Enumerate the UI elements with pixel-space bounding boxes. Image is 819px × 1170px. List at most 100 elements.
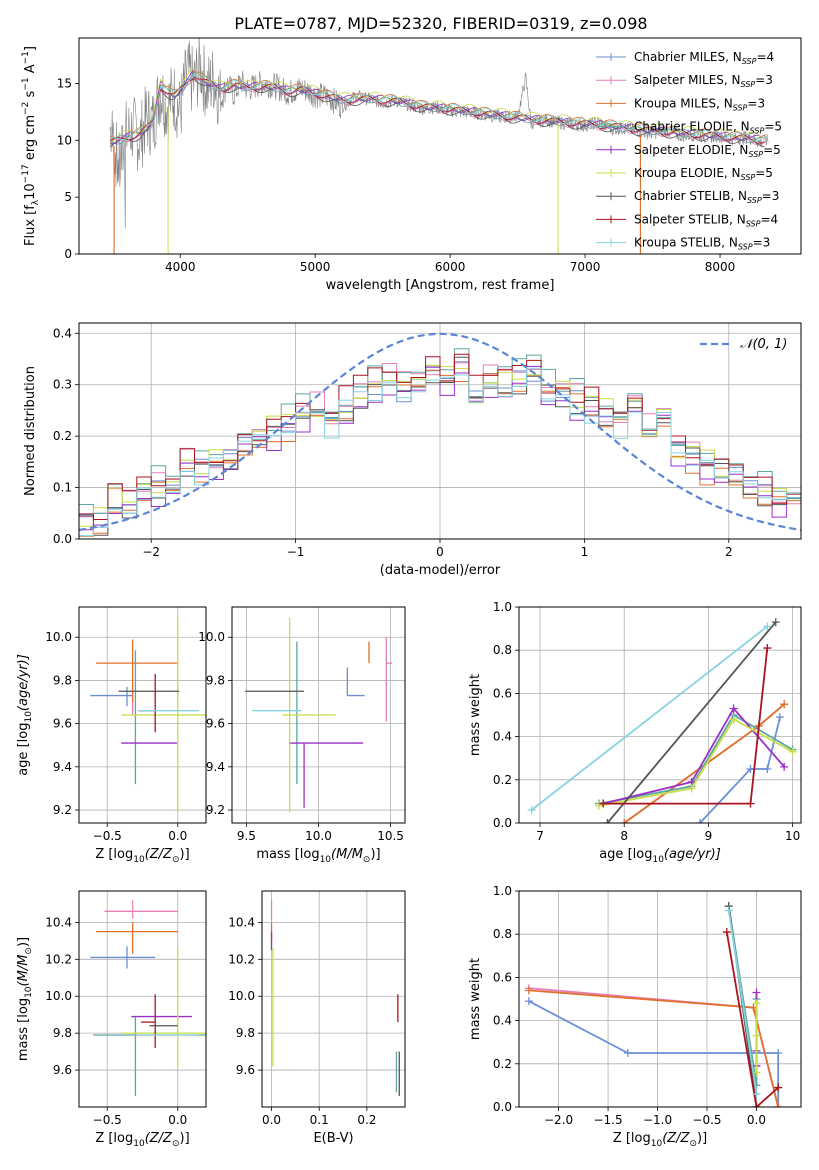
series-line	[724, 906, 761, 1099]
series-line	[594, 715, 797, 810]
errorbar-point	[282, 617, 336, 813]
x-tick-label: −1.0	[643, 1113, 672, 1127]
legend-nssp-value: 5	[774, 120, 782, 134]
plot-marks	[109, 38, 769, 254]
x-axis-label-part: age [log	[599, 847, 652, 862]
series-path	[725, 931, 779, 1107]
legend-series-name: Kroupa ELODIE	[634, 166, 724, 180]
plot-marks	[270, 900, 400, 1096]
legend-series-name: Chabrier STELIB	[634, 189, 730, 203]
x-axis-label-part: 10	[320, 855, 332, 865]
legend-nssp-eq: =	[756, 50, 766, 64]
legend: 𝒩(0, 1)	[700, 337, 787, 352]
y-tick-label: 10.0	[228, 989, 255, 1003]
x-axis-label-part: (M/M	[331, 847, 363, 862]
legend-nssp-sub: SSP	[733, 103, 748, 112]
legend-nssp-prefix: , N	[724, 166, 741, 180]
y-axis-label-part: −1	[21, 77, 31, 90]
legend-series-name: Kroupa STELIB	[634, 236, 721, 250]
y-tick-label: 0	[64, 247, 72, 261]
y-axis-label-part: −17	[21, 164, 31, 183]
x-axis-label-part: ⊙	[689, 1139, 697, 1149]
y-tick-label: 9.6	[236, 1063, 255, 1077]
series-marker	[620, 819, 629, 823]
y-tick-label: 0.6	[493, 686, 512, 700]
y-axis-label-part: )]	[16, 937, 31, 947]
y-tick-label: 9.8	[206, 673, 225, 687]
x-axis-label-part: Z [log	[95, 1131, 133, 1146]
x-tick-label: 0	[436, 545, 444, 559]
axes-frame	[231, 606, 406, 824]
series-marker	[763, 644, 772, 653]
x-tick-label: 0.0	[262, 1113, 281, 1127]
y-tick-label: 0.6	[493, 970, 512, 984]
x-axis-label-part: ⊙	[363, 855, 371, 865]
series-path	[727, 910, 758, 1095]
axes-frame	[518, 606, 802, 824]
y-axis-label: mass weight	[468, 958, 483, 1040]
y-tick-label: 0.4	[493, 730, 512, 744]
y-tick-label: 9.2	[53, 803, 72, 817]
axes-frame	[78, 890, 207, 1108]
legend-nssp-eq: =	[753, 236, 763, 250]
series-path	[531, 625, 768, 811]
y-axis-label-part: mass [log	[16, 998, 31, 1061]
x-tick-label: −2.0	[544, 1113, 573, 1127]
histogram-step-line	[79, 356, 801, 536]
y-tick-label: 0.4	[493, 1014, 512, 1028]
errorbar-point	[289, 742, 364, 808]
legend-nssp-sub: SSP	[750, 127, 765, 136]
y-tick-label: 9.6	[206, 717, 225, 731]
x-axis-label-part: 10	[133, 1139, 145, 1149]
legend-entry: Salpeter STELIB, NSSP=4	[634, 212, 778, 228]
legend-nssp-eq: =	[763, 143, 773, 157]
series-marker	[527, 806, 536, 815]
series-marker	[774, 1049, 783, 1057]
legend-entry: Salpeter MILES, NSSP=3	[634, 73, 773, 89]
series-marker	[752, 999, 761, 1008]
x-axis-label-part: (Z/Z	[145, 1131, 173, 1146]
y-axis-label: Flux [fλ10−17 erg cm−2 s−1 A−1]	[21, 46, 41, 246]
y-axis-label-part: ]	[23, 46, 38, 51]
legend-entry: Salpeter ELODIE, NSSP=5	[634, 143, 781, 159]
x-axis-label: (data-model)/error	[380, 563, 501, 578]
errorbar-point	[90, 686, 133, 707]
plot-area	[262, 891, 405, 1107]
series-marker	[603, 819, 612, 823]
y-axis-label-part: age [log	[16, 723, 31, 776]
y-tick-label: 10	[57, 133, 72, 147]
series-marker	[524, 997, 533, 1006]
legend-nssp-eq: =	[764, 120, 774, 134]
plot-marks	[90, 900, 206, 1096]
y-tick-label: 9.6	[53, 717, 72, 731]
series-marker	[752, 988, 761, 997]
y-axis-label-part: A	[23, 64, 38, 77]
y-axis-label: mass [log10(M/M⊙)]	[16, 937, 34, 1061]
plot-area	[79, 891, 206, 1107]
x-axis-label: Z [log10(Z/Z⊙)]	[613, 1131, 707, 1149]
legend-nssp-sub: SSP	[748, 150, 763, 159]
x-tick-label: 6000	[435, 260, 466, 274]
series-path	[598, 713, 794, 805]
legend-nssp-prefix: , N	[721, 236, 738, 250]
y-tick-label: 0.3	[53, 378, 72, 392]
axes-frame	[78, 606, 207, 824]
x-axis-label-part: 10	[651, 1139, 663, 1149]
y-axis-label-part: −2	[21, 102, 31, 115]
y-tick-label: 0.1	[53, 481, 72, 495]
model-spectrum-line	[109, 76, 765, 144]
x-tick-label: 5000	[300, 260, 331, 274]
legend-nssp-value: 4	[767, 50, 775, 64]
y-axis-label-part: (age/yr)]	[16, 654, 31, 711]
legend-nssp-value: 5	[765, 166, 773, 180]
legend-nssp-eq: =	[747, 96, 757, 110]
figure-title: PLATE=0787, MJD=52320, FIBERID=0319, z=0…	[234, 14, 647, 33]
series-marker	[780, 700, 789, 709]
plot-area	[519, 607, 801, 823]
x-axis-label-part: )]	[697, 1131, 707, 1146]
x-axis-label-part: )]	[180, 1131, 190, 1146]
series-line	[752, 999, 761, 1077]
legend-nssp-value: 5	[773, 143, 781, 157]
series-marker	[594, 801, 603, 810]
